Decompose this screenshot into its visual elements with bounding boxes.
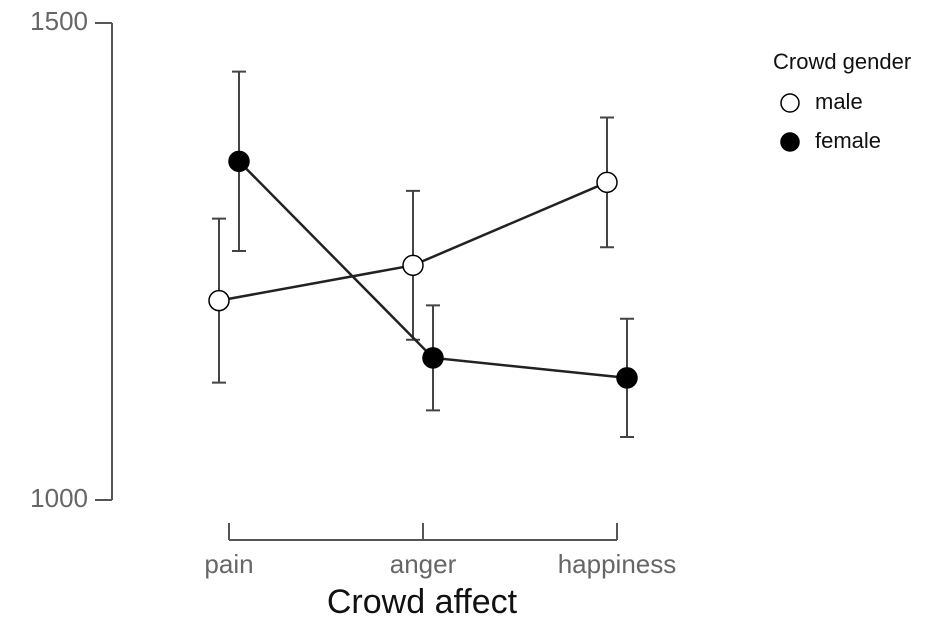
legend-marker [780,132,800,152]
legend-label: male [815,89,863,114]
marker [228,150,250,173]
marker [422,347,444,369]
x-tick-label: happiness [558,549,677,579]
x-tick-label: anger [390,549,457,579]
marker [616,367,638,389]
x-tick-label: pain [204,549,253,579]
legend-title: Crowd gender [773,49,911,74]
marker [596,171,618,194]
marker [208,289,230,312]
y-tick-label: 1500 [30,6,88,36]
legend-label: female [815,128,881,153]
y-tick-label: 1000 [30,483,88,513]
legend-marker [780,93,800,113]
x-axis-title: Crowd affect [327,583,518,621]
marker [402,254,424,277]
